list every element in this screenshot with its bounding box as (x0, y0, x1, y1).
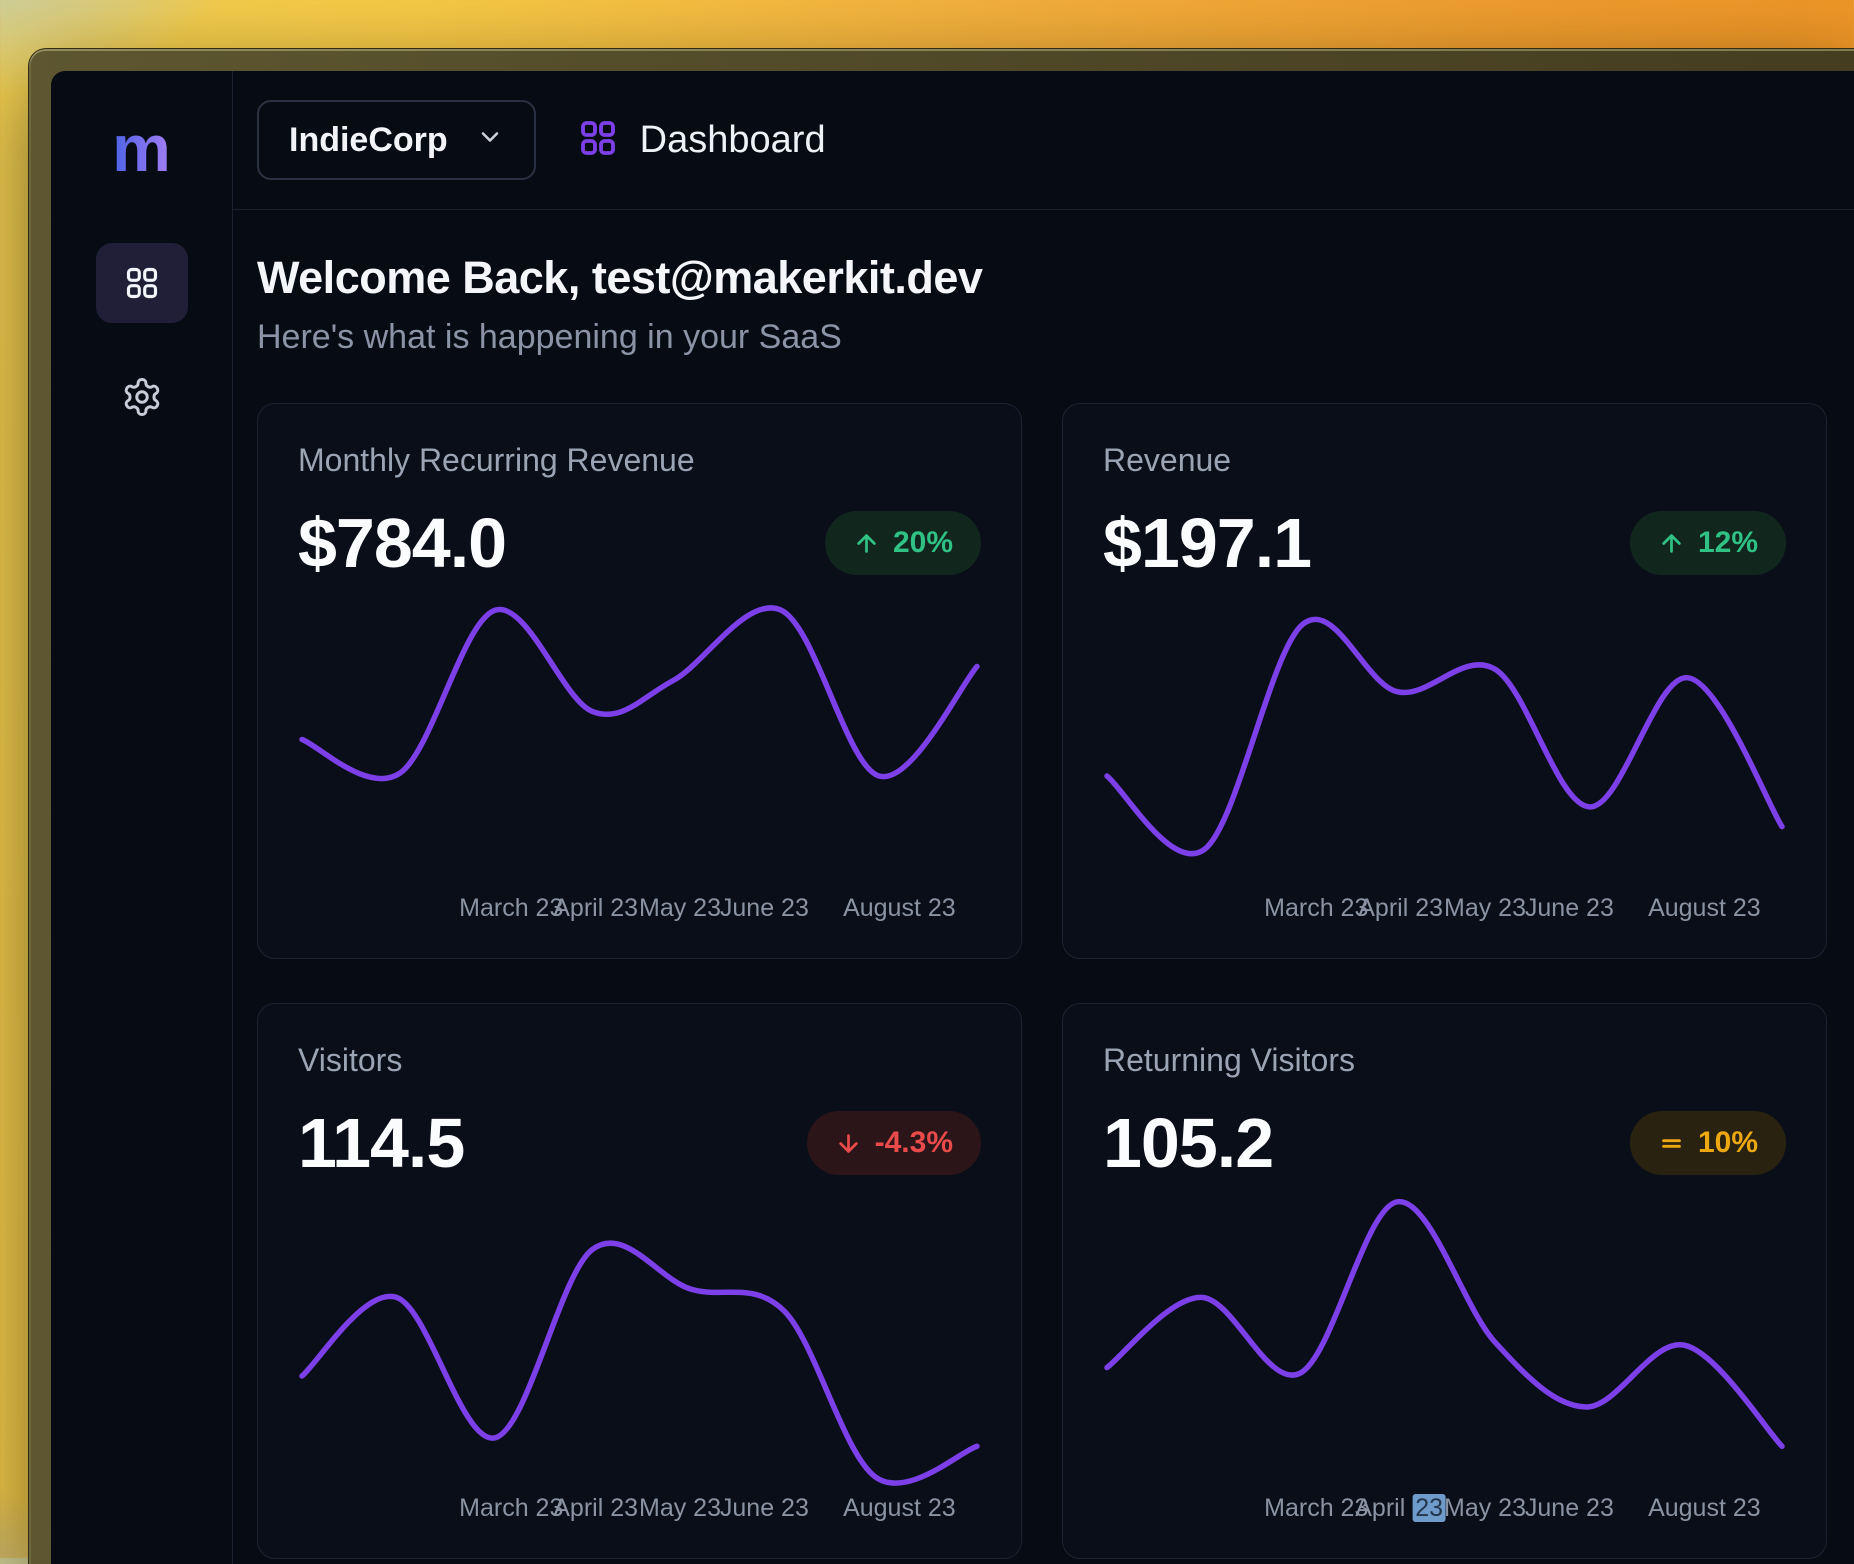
card-title: Revenue (1103, 442, 1786, 479)
line-chart-svg (1107, 1199, 1782, 1480)
metric-card: Monthly Recurring Revenue $784.0 20% Mar… (257, 403, 1022, 959)
app-window-content: m I (51, 71, 1854, 1564)
card-value-row: 114.5 -4.3% (298, 1103, 981, 1183)
trend-badge: 12% (1630, 511, 1786, 575)
welcome-subtitle: Here's what is happening in your SaaS (257, 318, 1827, 357)
x-axis: March 23April 23May 23June 23 August 23 (1107, 894, 1782, 928)
x-axis-label: April 23 (1358, 894, 1443, 923)
arrow-down-icon (835, 1130, 862, 1157)
metric-cards-grid: Monthly Recurring Revenue $784.0 20% Mar… (257, 403, 1827, 1559)
organization-name: IndieCorp (289, 121, 448, 160)
x-axis-label: May 23 (1444, 1494, 1526, 1523)
x-axis-label: August 23 (843, 1494, 956, 1523)
x-axis-label: June 23 (720, 894, 809, 923)
app-window: m I (28, 48, 1854, 1564)
line-chart (302, 599, 977, 880)
x-axis-label: May 23 (639, 1494, 721, 1523)
trend-badge: 20% (825, 511, 981, 575)
arrow-up-icon (1658, 530, 1685, 557)
line-chart-svg (302, 599, 977, 880)
x-axis-label: May 23 (1444, 894, 1526, 923)
trend-label: -4.3% (875, 1126, 953, 1160)
line-chart (1107, 599, 1782, 880)
topbar: IndieCorp Dashboard (233, 71, 1854, 210)
x-axis-label: June 23 (1525, 1494, 1614, 1523)
welcome-heading: Welcome Back, test@makerkit.dev (257, 252, 1827, 304)
grid-icon (578, 118, 618, 163)
gear-icon (121, 376, 163, 418)
card-value: $784.0 (298, 503, 506, 583)
trend-badge: -4.3% (807, 1111, 981, 1175)
card-title: Monthly Recurring Revenue (298, 442, 981, 479)
x-axis: March 23April 23May 23June 23 August 23 (1107, 1494, 1782, 1528)
x-axis-label: April 23 (553, 894, 638, 923)
chevron-down-icon (476, 121, 504, 160)
x-axis-label: March 23 (1264, 1494, 1368, 1523)
line-chart-svg (302, 1199, 977, 1480)
x-axis-label: March 23 (459, 1494, 563, 1523)
selected-text: 23 (1412, 1494, 1446, 1522)
card-value: 114.5 (298, 1103, 464, 1183)
metric-card: Revenue $197.1 12% March 23April 23May 2… (1062, 403, 1827, 959)
arrow-up-icon (853, 530, 880, 557)
card-value-row: $197.1 12% (1103, 503, 1786, 583)
x-axis-label: March 23 (459, 894, 563, 923)
x-axis-label: March 23 (1264, 894, 1368, 923)
x-axis-label: August 23 (843, 894, 956, 923)
makerkit-logo: m (112, 115, 171, 181)
trend-label: 20% (893, 526, 953, 560)
trend-badge: 10% (1630, 1111, 1786, 1175)
x-axis-label: June 23 (1525, 894, 1614, 923)
card-value: $197.1 (1103, 503, 1311, 583)
line-chart (1107, 1199, 1782, 1480)
card-title: Returning Visitors (1103, 1042, 1786, 1079)
x-axis-label: August 23 (1648, 1494, 1761, 1523)
metric-card: Visitors 114.5 -4.3% March 23April 23May… (257, 1003, 1022, 1559)
trend-label: 10% (1698, 1126, 1758, 1160)
organization-switcher[interactable]: IndieCorp (257, 100, 536, 180)
sidebar-item-settings[interactable] (96, 357, 188, 437)
x-axis: March 23April 23May 23June 23 August 23 (302, 1494, 977, 1528)
metric-card: Returning Visitors 105.2 10% March 23Apr… (1062, 1003, 1827, 1559)
page-title: Dashboard (640, 119, 826, 162)
sidebar-item-dashboard[interactable] (96, 243, 188, 323)
card-value: 105.2 (1103, 1103, 1273, 1183)
x-axis: March 23April 23May 23June 23 August 23 (302, 894, 977, 928)
x-axis-label: May 23 (639, 894, 721, 923)
x-axis-label: April 23 (553, 1494, 638, 1523)
equals-icon (1658, 1130, 1685, 1157)
card-value-row: 105.2 10% (1103, 1103, 1786, 1183)
grid-icon (124, 265, 160, 301)
card-value-row: $784.0 20% (298, 503, 981, 583)
dashboard-content: Welcome Back, test@makerkit.dev Here's w… (233, 210, 1854, 1564)
x-axis-label: June 23 (720, 1494, 809, 1523)
breadcrumb: Dashboard (578, 118, 826, 163)
x-axis-label: August 23 (1648, 894, 1761, 923)
sidebar: m (51, 71, 233, 1564)
line-chart-svg (1107, 599, 1782, 880)
line-chart (302, 1199, 977, 1480)
main-column: IndieCorp Dashboard Welcome (233, 71, 1854, 1564)
x-axis-label: April 23 (1355, 1494, 1446, 1523)
trend-label: 12% (1698, 526, 1758, 560)
card-title: Visitors (298, 1042, 981, 1079)
